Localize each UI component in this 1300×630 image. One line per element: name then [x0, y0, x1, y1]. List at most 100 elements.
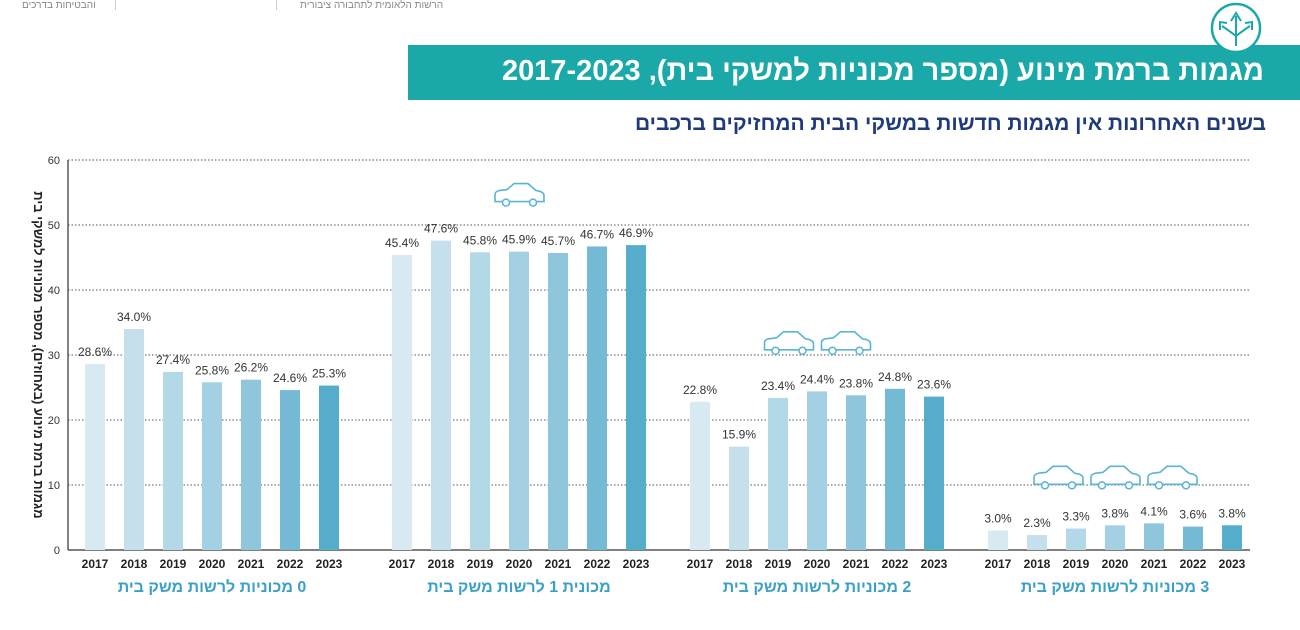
bar	[431, 240, 451, 550]
x-tick-label: 2021	[1141, 557, 1168, 571]
bar	[885, 388, 905, 550]
data-label: 47.6%	[424, 222, 458, 236]
x-tick-label: 2020	[506, 557, 533, 571]
x-tick-label: 2019	[1063, 557, 1090, 571]
x-tick-label: 2017	[82, 557, 109, 571]
x-tick-label: 2021	[843, 557, 870, 571]
data-label: 45.9%	[502, 233, 536, 247]
data-label: 25.3%	[312, 367, 346, 381]
y-tick-label: 60	[48, 155, 60, 167]
car-icon	[1147, 465, 1198, 490]
bar	[924, 396, 944, 550]
bar	[163, 371, 183, 550]
header-text: והבטיחות בדרכים	[22, 0, 96, 11]
y-tick-label: 40	[48, 285, 60, 297]
data-label: 22.8%	[683, 383, 717, 397]
x-tick-label: 2023	[623, 557, 650, 571]
data-label: 24.6%	[273, 371, 307, 385]
bar	[626, 245, 646, 550]
bar	[280, 390, 300, 550]
bar	[124, 329, 144, 550]
x-tick-label: 2018	[1024, 557, 1051, 571]
data-label: 26.2%	[234, 361, 268, 375]
data-label: 3.6%	[1179, 508, 1207, 522]
y-tick-label: 0	[54, 545, 60, 557]
data-label: 15.9%	[722, 428, 756, 442]
data-label: 45.4%	[385, 236, 419, 250]
group-label: 3 מכוניות לרשות משק בית	[1021, 578, 1210, 596]
x-tick-label: 2018	[428, 557, 455, 571]
data-label: 3.3%	[1062, 510, 1090, 524]
header-text: הרשות הלאומית לתחבורה ציבורית	[300, 0, 444, 11]
x-tick-label: 2018	[726, 557, 753, 571]
car-icon	[763, 331, 815, 356]
y-tick-label: 50	[48, 220, 60, 232]
bar	[1066, 528, 1086, 550]
x-tick-label: 2023	[1219, 557, 1246, 571]
bar	[1027, 535, 1047, 550]
x-tick-label: 2017	[687, 557, 714, 571]
y-axis-label: מגמות ברמת מינוע (באחוזים), מספר מכוניות…	[31, 191, 46, 518]
data-label: 23.8%	[839, 376, 873, 390]
data-label: 24.8%	[878, 370, 912, 384]
data-label: 4.1%	[1140, 504, 1168, 518]
x-tick-label: 2017	[389, 557, 416, 571]
data-label: 28.6%	[78, 345, 112, 359]
x-tick-label: 2017	[985, 557, 1012, 571]
bar	[319, 385, 339, 550]
data-label: 23.6%	[917, 378, 951, 392]
data-label: 34.0%	[117, 310, 151, 324]
x-tick-label: 2019	[160, 557, 187, 571]
bar	[807, 391, 827, 550]
data-label: 46.7%	[580, 227, 614, 241]
x-tick-label: 2020	[199, 557, 226, 571]
group-label: 0 מכוניות לרשות משק בית	[118, 578, 307, 596]
title-bar: מגמות ברמת מינוע (מספר מכוניות למשקי בית…	[408, 45, 1300, 100]
divider	[115, 0, 116, 10]
car-icon	[494, 182, 545, 207]
bar	[768, 397, 788, 550]
bar	[470, 252, 490, 551]
data-label: 2.3%	[1023, 516, 1051, 530]
data-label: 23.4%	[761, 379, 795, 393]
data-label: 45.8%	[463, 233, 497, 247]
data-label: 46.9%	[619, 226, 653, 240]
y-tick-label: 10	[48, 480, 60, 492]
bar	[1183, 526, 1203, 550]
bar	[729, 446, 749, 550]
data-label: 3.0%	[984, 512, 1012, 526]
bar	[587, 246, 607, 550]
car-icon	[1090, 465, 1141, 490]
group-label: מכונית 1 לרשות משק בית	[427, 578, 610, 596]
data-label: 24.4%	[800, 372, 834, 386]
y-tick-label: 20	[48, 415, 60, 427]
x-tick-label: 2021	[238, 557, 265, 571]
x-tick-label: 2018	[121, 557, 148, 571]
x-tick-label: 2022	[882, 557, 909, 571]
bar	[392, 254, 412, 550]
divider	[276, 0, 277, 10]
x-tick-label: 2021	[545, 557, 572, 571]
directions-arrow-icon	[1210, 2, 1262, 54]
x-tick-label: 2022	[584, 557, 611, 571]
x-tick-label: 2022	[1180, 557, 1207, 571]
x-tick-label: 2020	[804, 557, 831, 571]
x-tick-label: 2023	[316, 557, 343, 571]
bar	[1144, 523, 1164, 550]
bar	[1222, 525, 1242, 550]
x-tick-label: 2023	[921, 557, 948, 571]
group-label: 2 מכוניות לרשות משק בית	[723, 578, 912, 596]
x-tick-label: 2022	[277, 557, 304, 571]
data-label: 3.8%	[1218, 506, 1246, 520]
chart-title: מגמות ברמת מינוע (מספר מכוניות למשקי בית…	[502, 55, 1264, 87]
bar	[988, 530, 1008, 550]
car-icon	[820, 331, 872, 356]
car-icon	[1033, 465, 1084, 490]
bar	[85, 364, 105, 550]
bar	[509, 251, 529, 550]
bar	[202, 382, 222, 550]
bar	[846, 395, 866, 550]
bar	[1105, 525, 1125, 550]
bar	[690, 401, 710, 550]
